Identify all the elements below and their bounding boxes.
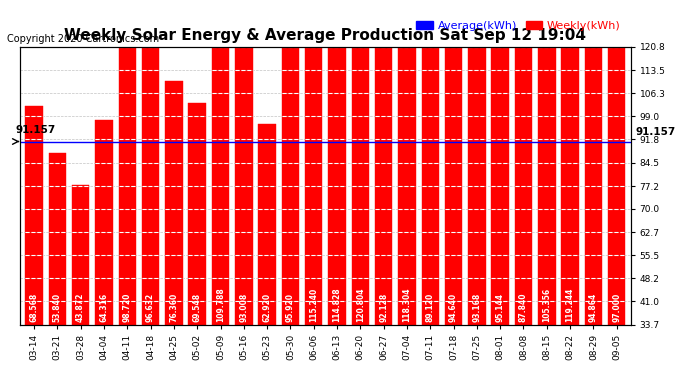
Text: 105.356: 105.356 (542, 287, 551, 321)
Text: Copyright 2020 Cartronics.com: Copyright 2020 Cartronics.com (7, 34, 159, 44)
Text: 89.120: 89.120 (426, 292, 435, 321)
Bar (328, 0, 346, 325)
Bar (352, 0, 369, 325)
Text: 118.304: 118.304 (402, 287, 411, 321)
Text: 109.788: 109.788 (216, 287, 225, 321)
Text: 94.864: 94.864 (589, 292, 598, 321)
Text: 64.316: 64.316 (99, 292, 108, 321)
Bar (422, 40, 439, 325)
Bar (95, 120, 112, 325)
Bar (165, 81, 183, 325)
Text: 114.828: 114.828 (333, 287, 342, 321)
Text: 96.632: 96.632 (146, 292, 155, 321)
Text: 93.008: 93.008 (239, 292, 248, 321)
Bar (305, 0, 322, 325)
Bar (515, 45, 532, 325)
Bar (282, 19, 299, 325)
Bar (608, 15, 625, 325)
Text: 94.640: 94.640 (449, 292, 458, 321)
Title: Weekly Solar Energy & Average Production Sat Sep 12 19:04: Weekly Solar Energy & Average Production… (64, 28, 586, 43)
Text: 95.144: 95.144 (495, 292, 504, 321)
Bar (258, 124, 276, 325)
Bar (538, 0, 555, 325)
Bar (142, 16, 159, 325)
Text: 120.804: 120.804 (356, 287, 365, 321)
Bar (398, 0, 415, 325)
Text: 43.872: 43.872 (76, 292, 85, 321)
Text: 98.720: 98.720 (123, 292, 132, 321)
Text: 62.920: 62.920 (263, 292, 272, 321)
Bar (235, 28, 253, 325)
Text: 87.840: 87.840 (519, 292, 528, 321)
Bar (72, 185, 90, 325)
Bar (26, 106, 43, 325)
Text: 76.360: 76.360 (169, 292, 179, 321)
Text: 93.168: 93.168 (473, 292, 482, 321)
Legend: Average(kWh), Weekly(kWh): Average(kWh), Weekly(kWh) (412, 16, 625, 35)
Bar (188, 103, 206, 325)
Text: 91.157: 91.157 (635, 127, 676, 137)
Text: 115.240: 115.240 (309, 287, 318, 321)
Bar (119, 10, 136, 325)
Text: 97.000: 97.000 (612, 292, 621, 321)
Text: 69.548: 69.548 (193, 292, 201, 321)
Text: 92.128: 92.128 (379, 292, 388, 321)
Bar (491, 21, 509, 325)
Bar (212, 0, 229, 325)
Bar (445, 23, 462, 325)
Text: 119.244: 119.244 (566, 287, 575, 321)
Bar (375, 31, 393, 325)
Bar (468, 28, 486, 325)
Text: 95.920: 95.920 (286, 292, 295, 321)
Text: 68.568: 68.568 (30, 292, 39, 321)
Bar (562, 0, 579, 325)
Bar (584, 22, 602, 325)
Text: 91.157: 91.157 (15, 125, 56, 135)
Bar (48, 153, 66, 325)
Text: 53.840: 53.840 (53, 292, 62, 321)
